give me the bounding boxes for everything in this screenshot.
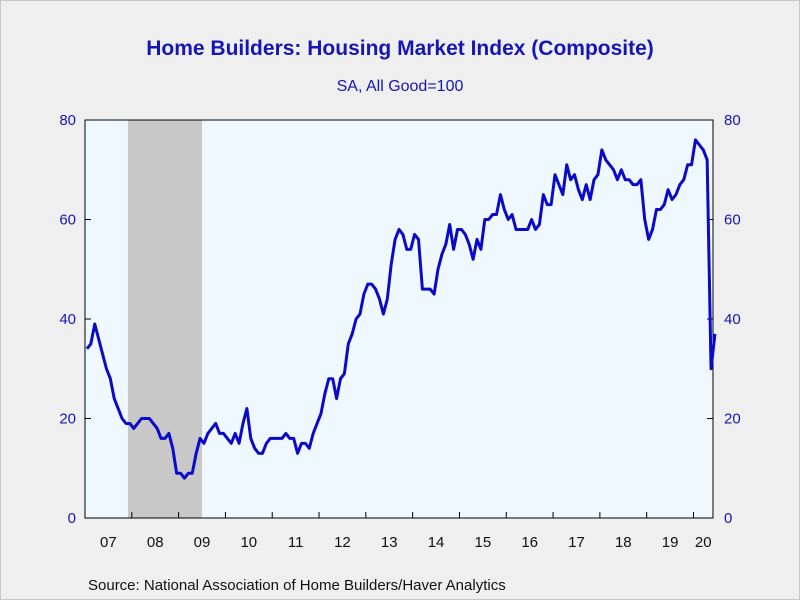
y-tick-label-right: 20: [724, 411, 741, 428]
chart-title: Home Builders: Housing Market Index (Com…: [146, 37, 654, 60]
y-tick-label-right: 60: [724, 212, 741, 229]
x-tick-label: 12: [334, 534, 351, 551]
x-tick-label: 11: [288, 534, 304, 551]
x-tick-label: 18: [615, 534, 632, 551]
x-tick-label: 07: [100, 534, 117, 551]
y-tick-label-right: 0: [724, 510, 732, 527]
y-tick-label-left: 40: [59, 311, 76, 328]
series-line: [85, 138, 717, 480]
y-tick-label-left: 60: [59, 212, 76, 229]
x-tick-label: 19: [662, 534, 679, 551]
x-tick-label: 10: [240, 534, 257, 551]
y-tick-label-left: 20: [59, 411, 76, 428]
x-tick-label: 20: [695, 534, 712, 551]
chart-subtitle: SA, All Good=100: [336, 78, 464, 95]
x-tick-label: 16: [521, 534, 538, 551]
x-tick-label: 13: [381, 534, 398, 551]
x-tick-label: 08: [147, 534, 164, 551]
source-note: Source: National Association of Home Bui…: [88, 577, 506, 594]
x-tick-label: 17: [568, 534, 585, 551]
x-tick-label: 09: [194, 534, 211, 551]
x-tick-label: 15: [475, 534, 492, 551]
y-tick-label-right: 40: [724, 311, 741, 328]
y-tick-label-left: 80: [59, 112, 76, 129]
x-tick-label: 14: [428, 534, 445, 551]
y-tick-label-right: 80: [724, 112, 741, 129]
recession-shading: [127, 120, 203, 518]
y-tick-label-left: 0: [68, 510, 76, 527]
